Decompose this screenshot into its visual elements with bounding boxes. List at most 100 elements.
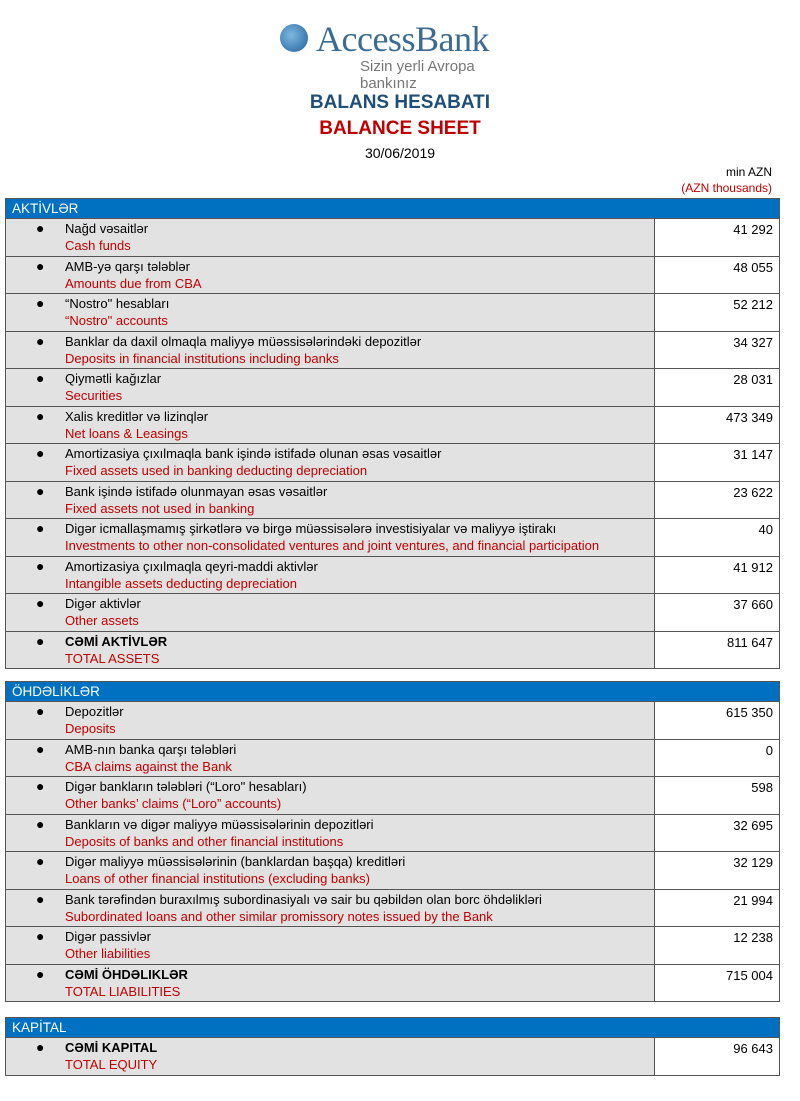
label-cell: ● Bankların və digər maliyyə müəssisələr… (6, 814, 655, 851)
value-cell: 96 643 (655, 1038, 779, 1075)
value-cell: 23 622 (655, 481, 779, 518)
section-header: AKTİVLƏR (5, 198, 780, 219)
unit-az: min AZN (725, 165, 772, 179)
section-2: KAPİTAL ● CƏMİ KAPITAL TOTAL EQUITY 96 6… (5, 1017, 780, 1076)
value-cell: 37 660 (655, 594, 779, 631)
label-az: Digər passivlər (65, 929, 151, 944)
label-en: Net loans & Leasings (65, 425, 188, 441)
title-az: BALANS HESABATI (309, 92, 491, 113)
label-en: Deposits (65, 721, 116, 736)
table-row: ● Digər passivlər Other liabilities 12 2… (5, 927, 780, 965)
label-az: Amortizasiya çıxılmaqla bank işində isti… (65, 446, 442, 461)
label-en: Other liabilities (65, 946, 151, 961)
section-1: ÖHDƏLİKLƏR ● Depozitlər Deposits 615 350… (5, 681, 780, 1002)
table-row: ● Amortizasiya çıxılmaqla bank işində is… (5, 444, 780, 482)
label-en: Securities (65, 388, 123, 403)
section-header: ÖHDƏLİKLƏR (5, 681, 780, 702)
label-az: Bank işində istifadə olunmayan əsas vəsa… (65, 483, 328, 499)
table-row: ● CƏMİ KAPITAL TOTAL EQUITY 96 643 (5, 1038, 780, 1076)
label-en: Deposits in financial institutions inclu… (65, 350, 339, 366)
label-en: Deposits of banks and other financial in… (65, 833, 344, 849)
value-cell: 715 004 (655, 964, 779, 1001)
label-cell: ● “Nostro" hesabları “Nostro" accounts (6, 294, 655, 331)
value-cell: 473 349 (655, 406, 779, 443)
bullet-icon: ● (36, 407, 45, 424)
value-cell: 52 212 (655, 294, 779, 331)
label-az: “Nostro" hesabları (65, 296, 170, 311)
table-row: ● CƏMİ ÖHDƏLIKLƏR TOTAL LIABILITIES 715 … (5, 964, 780, 1002)
bullet-icon: ● (36, 520, 45, 536)
label-cell: ● Xalis kreditlər və lizinqlər Net loans… (6, 406, 655, 443)
label-az: CƏMİ KAPITAL (65, 1040, 158, 1055)
value-cell: 41 912 (655, 556, 779, 593)
unit-en: (AZN thousands) (681, 181, 772, 195)
value-cell: 32 129 (655, 852, 779, 889)
label-cell: ● Digər icmallaşmamış şirkətlərə və birg… (6, 519, 655, 556)
label-cell: ● AMB-yə qarşı tələblər Amounts due from… (6, 256, 655, 293)
value-cell: 48 055 (655, 256, 779, 293)
value-cell: 0 (655, 739, 779, 776)
label-en: TOTAL EQUITY (65, 1057, 158, 1072)
bullet-icon: ● (36, 965, 45, 982)
label-en: Investments to other non-consolidated ve… (65, 538, 600, 553)
table-row: ● Digər aktivlər Other assets 37 660 (5, 594, 780, 632)
label-az: Qiymətli kağızlar (65, 371, 162, 386)
label-az: Xalis kreditlər və lizinqlər (65, 408, 209, 424)
section-0: AKTİVLƏR ● Nağd vəsaitlər Cash funds 41 … (5, 198, 780, 669)
value-cell: 40 (655, 519, 779, 556)
table-row: ● AMB-yə qarşı tələblər Amounts due from… (5, 256, 780, 294)
table-row: ● CƏMİ AKTİVLƏR TOTAL ASSETS 811 647 (5, 631, 780, 669)
label-cell: ● Banklar da daxil olmaqla maliyyə müəss… (6, 331, 655, 368)
value-cell: 811 647 (655, 631, 779, 668)
label-az: AMB-nın banka qarşı tələbləri (65, 741, 237, 757)
bullet-icon: ● (36, 703, 45, 719)
label-cell: ● Qiymətli kağızlar Securities (6, 369, 655, 406)
label-az: Nağd vəsaitlər (65, 221, 149, 236)
label-en: Loans of other financial institutions (e… (65, 871, 370, 886)
table-row: ● Banklar da daxil olmaqla maliyyə müəss… (5, 331, 780, 369)
table-row: ● Amortizasiya çıxılmaqla qeyri-maddi ak… (5, 556, 780, 594)
label-cell: ● Amortizasiya çıxılmaqla bank işində is… (6, 444, 655, 481)
label-cell: ● Bank tərəfindən buraxılmış subordinasi… (6, 889, 655, 926)
label-az: Amortizasiya çıxılmaqla qeyri-maddi akti… (65, 558, 318, 574)
value-cell: 598 (655, 777, 779, 814)
label-az: Digər aktivlər (65, 596, 141, 611)
value-cell: 21 994 (655, 889, 779, 926)
label-en: Intangible assets deducting depreciation (65, 575, 297, 591)
section-header: KAPİTAL (5, 1017, 780, 1038)
bullet-icon: ● (36, 890, 45, 907)
table-row: ● Qiymətli kağızlar Securities 28 031 (5, 369, 780, 407)
value-cell: 615 350 (655, 702, 779, 739)
title-en: BALANCE SHEET (319, 118, 481, 139)
bullet-icon: ● (36, 370, 45, 386)
table-row: ● Bank tərəfindən buraxılmış subordinasi… (5, 889, 780, 927)
label-en: Cash funds (65, 238, 131, 253)
label-cell: ● AMB-nın banka qarşı tələbləri CBA clai… (6, 739, 655, 776)
bullet-icon: ● (36, 332, 45, 349)
bullet-icon: ● (36, 482, 45, 499)
label-az: CƏMİ ÖHDƏLIKLƏR (65, 966, 188, 982)
label-az: Digər icmallaşmamış şirkətlərə və birgə … (65, 521, 557, 536)
bullet-icon: ● (36, 295, 45, 311)
value-cell: 41 292 (655, 219, 779, 256)
label-az: Bank tərəfindən buraxılmış subordinasiya… (65, 891, 542, 907)
table-row: ● Digər maliyyə müəssisələrinin (banklar… (5, 852, 780, 890)
value-cell: 34 327 (655, 331, 779, 368)
label-cell: ● Digər passivlər Other liabilities (6, 927, 655, 964)
label-cell: ● Bank işində istifadə olunmayan əsas və… (6, 481, 655, 518)
bullet-icon: ● (36, 632, 45, 649)
accessbank-logo: AccessBank Sizin yerli Avropa bankınız (280, 18, 520, 92)
bullet-icon: ● (36, 928, 45, 944)
label-cell: ● Depozitlər Deposits (6, 702, 655, 739)
table-row: ● AMB-nın banka qarşı tələbləri CBA clai… (5, 739, 780, 777)
report-date: 30/06/2019 (364, 145, 436, 161)
bullet-icon: ● (36, 557, 45, 574)
label-en: Fixed assets not used in banking (65, 500, 255, 516)
label-en: TOTAL LIABILITIES (65, 983, 181, 999)
bullet-icon: ● (36, 595, 45, 611)
value-cell: 32 695 (655, 814, 779, 851)
table-row: ● Nağd vəsaitlər Cash funds 41 292 (5, 219, 780, 257)
label-cell: ● CƏMİ AKTİVLƏR TOTAL ASSETS (6, 631, 655, 668)
bullet-icon: ● (36, 445, 45, 461)
